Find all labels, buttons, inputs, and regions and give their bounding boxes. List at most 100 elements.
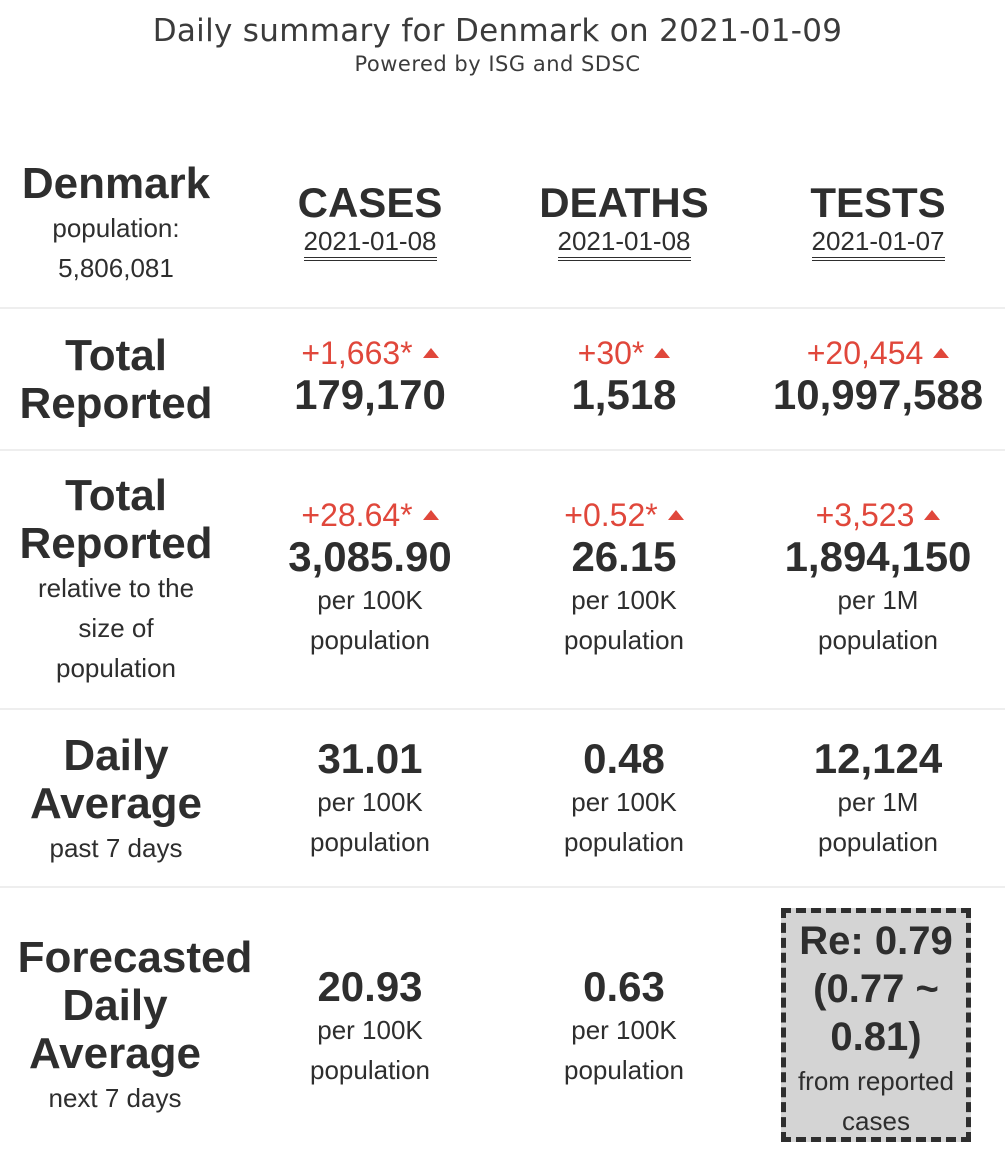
report-header: Daily summary for Denmark on 2021-01-09 … xyxy=(0,12,995,78)
row-label-line: Daily xyxy=(63,731,169,780)
unit-label: per 100K xyxy=(571,787,677,817)
population-label: population: xyxy=(52,213,180,243)
re-value: Re: 0.79 xyxy=(799,919,953,963)
deaths-column-header: DEATHS 2021-01-08 xyxy=(497,180,751,261)
triangle-up-icon xyxy=(933,348,950,358)
row-label-line: Forecasted xyxy=(17,933,253,982)
unit-label: per 100K xyxy=(317,585,423,615)
deaths-forecast-cell: 0.63 per 100K population xyxy=(497,964,751,1090)
deaths-forecast-value: 0.63 xyxy=(583,963,665,1010)
tests-total-value: 10,997,588 xyxy=(772,371,984,418)
re-source-label: cases xyxy=(842,1106,910,1136)
unit-label: population xyxy=(818,625,938,655)
unit-label: population xyxy=(564,827,684,857)
row-sublabel: past 7 days xyxy=(49,833,183,863)
re-source-label: from reported xyxy=(797,1066,955,1096)
unit-label: per 100K xyxy=(571,1015,677,1045)
forecast-label: Forecasted Daily Average next 7 days xyxy=(0,934,270,1118)
unit-label: population xyxy=(310,1055,430,1085)
row-label-line: Average xyxy=(28,1029,202,1078)
cases-relative-cell: +28.64* 3,085.90 per 100K population xyxy=(243,496,497,660)
deaths-total-value: 1,518 xyxy=(571,371,677,418)
cases-forecast-cell: 20.93 per 100K population xyxy=(243,964,497,1090)
delta-text: +28.64* xyxy=(301,497,413,533)
deaths-date: 2021-01-08 xyxy=(557,226,691,261)
unit-label: population xyxy=(564,625,684,655)
row-sublabel: population xyxy=(56,653,176,683)
row-label-line: Average xyxy=(29,779,203,828)
deaths-label: DEATHS xyxy=(539,179,709,226)
unit-label: population xyxy=(310,827,430,857)
cases-total-cell: +1,663* 179,170 xyxy=(243,334,497,418)
cases-column-header: CASES 2021-01-08 xyxy=(243,180,497,261)
unit-label: per 100K xyxy=(317,1015,423,1045)
deaths-total-cell: +30* 1,518 xyxy=(497,334,751,418)
row-divider xyxy=(0,886,1005,888)
delta-text: +30* xyxy=(577,335,645,371)
row-divider xyxy=(0,449,1005,451)
deaths-average-value: 0.48 xyxy=(583,735,665,782)
cases-relative-delta: +28.64* xyxy=(243,496,497,534)
cases-total-value: 179,170 xyxy=(294,371,446,418)
triangle-up-icon xyxy=(667,510,684,520)
tests-date: 2021-01-07 xyxy=(811,226,945,261)
cases-average-cell: 31.01 per 100K population xyxy=(243,736,497,862)
daily-average-label: Daily Average past 7 days xyxy=(0,732,232,868)
triangle-up-icon xyxy=(924,510,941,520)
deaths-relative-delta: +0.52* xyxy=(497,496,751,534)
unit-label: population xyxy=(564,1055,684,1085)
row-divider xyxy=(0,708,1005,710)
delta-text: +20,454 xyxy=(806,335,924,371)
row-label-line: Reported xyxy=(19,519,213,568)
unit-label: population xyxy=(310,625,430,655)
tests-average-value: 12,124 xyxy=(813,735,943,782)
tests-total-cell: +20,454 10,997,588 xyxy=(751,334,1005,418)
unit-label: per 100K xyxy=(317,787,423,817)
cases-delta: +1,663* xyxy=(243,334,497,372)
unit-label: per 1M xyxy=(837,585,919,615)
row-label-line: Total xyxy=(65,331,167,380)
tests-label: TESTS xyxy=(810,179,946,226)
population-value: 5,806,081 xyxy=(58,253,174,283)
cases-label: CASES xyxy=(297,179,443,226)
deaths-relative-cell: +0.52* 26.15 per 100K population xyxy=(497,496,751,660)
row-divider xyxy=(0,307,1005,309)
row-label-line: Total xyxy=(65,471,167,520)
delta-text: +0.52* xyxy=(564,497,658,533)
row-label-line: Reported xyxy=(19,379,213,428)
unit-label: population xyxy=(818,827,938,857)
page-subtitle: Powered by ISG and SDSC xyxy=(354,52,641,76)
tests-relative-value: 1,894,150 xyxy=(784,533,972,580)
tests-relative-cell: +3,523 1,894,150 per 1M population xyxy=(751,496,1005,660)
delta-text: +1,663* xyxy=(301,335,413,371)
deaths-average-cell: 0.48 per 100K population xyxy=(497,736,751,862)
cases-forecast-value: 20.93 xyxy=(317,963,423,1010)
re-estimate-box: Re: 0.79 (0.77 ~ 0.81) from reported cas… xyxy=(781,908,971,1142)
tests-relative-delta: +3,523 xyxy=(751,496,1005,534)
triangle-up-icon xyxy=(422,348,439,358)
page-title: Daily summary for Denmark on 2021-01-09 xyxy=(152,13,843,49)
row-label-line: Daily xyxy=(62,981,168,1030)
total-reported-label: Total Reported xyxy=(0,332,232,428)
row-sublabel: next 7 days xyxy=(48,1083,182,1113)
triangle-up-icon xyxy=(422,510,439,520)
tests-delta: +20,454 xyxy=(751,334,1005,372)
country-cell: Denmark population: 5,806,081 xyxy=(0,160,232,288)
re-interval-start: (0.77 ~ xyxy=(813,967,939,1011)
delta-text: +3,523 xyxy=(815,497,915,533)
relative-label: Total Reported relative to the size of p… xyxy=(0,472,232,688)
cases-average-value: 31.01 xyxy=(317,735,423,782)
deaths-delta: +30* xyxy=(497,334,751,372)
tests-column-header: TESTS 2021-01-07 xyxy=(751,180,1005,261)
re-interval-end: 0.81) xyxy=(830,1015,922,1059)
tests-average-cell: 12,124 per 1M population xyxy=(751,736,1005,862)
row-sublabel: size of xyxy=(78,613,154,643)
deaths-relative-value: 26.15 xyxy=(571,533,677,580)
triangle-up-icon xyxy=(654,348,671,358)
unit-label: per 100K xyxy=(571,585,677,615)
cases-relative-value: 3,085.90 xyxy=(288,533,452,580)
cases-date: 2021-01-08 xyxy=(303,226,437,261)
row-sublabel: relative to the xyxy=(37,573,195,603)
unit-label: per 1M xyxy=(837,787,919,817)
country-name: Denmark xyxy=(21,159,211,208)
